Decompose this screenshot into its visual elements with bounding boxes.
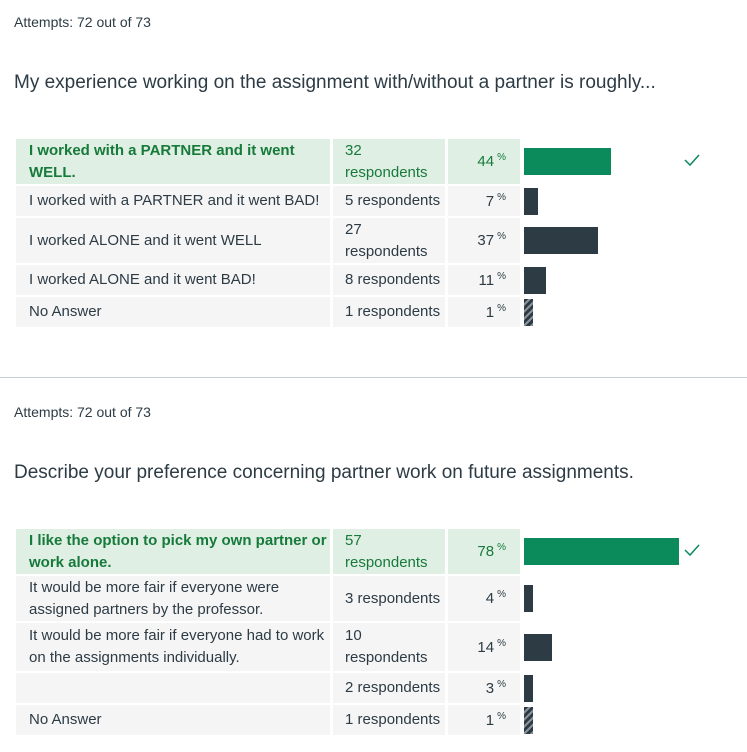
- percent-sign: %: [497, 637, 506, 649]
- question-text-q2: Describe your preference concerning part…: [14, 462, 634, 483]
- percent-value: 1%: [448, 705, 520, 735]
- answer-text: I worked ALONE and it went WELL: [16, 218, 330, 263]
- percent-number: 1: [485, 711, 495, 729]
- percent-number: 14: [477, 638, 495, 656]
- answer-bar: [524, 675, 533, 702]
- respondents-count: 5 respondents: [333, 186, 445, 216]
- check-icon: [684, 153, 700, 171]
- percent-sign: %: [497, 710, 506, 722]
- percent-value: 11%: [448, 265, 520, 295]
- respondents-count: 2 respondents: [333, 673, 445, 703]
- percent-value: 7%: [448, 186, 520, 216]
- percent-number: 1: [485, 303, 495, 321]
- percent-value: 44%: [448, 139, 520, 184]
- answer-bar: [524, 267, 546, 294]
- question-text-q1: My experience working on the assignment …: [14, 72, 656, 93]
- percent-number: 78: [477, 543, 495, 560]
- answer-text: I worked ALONE and it went BAD!: [16, 265, 330, 295]
- percent-number: 7: [485, 192, 495, 210]
- answer-text: No Answer: [16, 705, 330, 735]
- percent-sign: %: [497, 231, 506, 242]
- attempts-label-q2: Attempts: 72 out of 73: [14, 404, 151, 420]
- respondents-count: 3 respondents: [333, 576, 445, 621]
- percent-number: 4: [485, 590, 495, 607]
- attempts-label-q1: Attempts: 72 out of 73: [14, 14, 151, 30]
- answer-bar: [524, 585, 533, 612]
- percent-value: 1%: [448, 297, 520, 327]
- percent-value: 3%: [448, 673, 520, 703]
- respondents-count: 10 respondents: [333, 623, 445, 671]
- divider: [0, 377, 747, 378]
- percent-sign: %: [497, 152, 506, 163]
- answer-bar: [524, 707, 533, 734]
- answer-bar: [524, 227, 598, 254]
- percent-number: 37: [477, 232, 495, 249]
- percent-number: 44: [477, 153, 495, 170]
- percent-sign: %: [497, 191, 506, 203]
- percent-value: 4%: [448, 576, 520, 621]
- answer-bar: [524, 634, 552, 661]
- answer-text: I like the option to pick my own partner…: [16, 529, 330, 574]
- respondents-count: 8 respondents: [333, 265, 445, 295]
- percent-sign: %: [497, 270, 506, 282]
- answer-bar: [524, 299, 533, 326]
- answer-text: [16, 673, 330, 703]
- answer-text: I worked with a PARTNER and it went WELL…: [16, 139, 330, 184]
- correct-answer-bar: [524, 538, 679, 565]
- percent-sign: %: [497, 678, 506, 690]
- answer-text: No Answer: [16, 297, 330, 327]
- respondents-count: 27 respondents: [333, 218, 445, 263]
- percent-sign: %: [497, 302, 506, 314]
- percent-number: 3: [485, 679, 495, 697]
- percent-sign: %: [497, 542, 506, 553]
- respondents-count: 57 respondents: [333, 529, 445, 574]
- respondents-count: 1 respondents: [333, 705, 445, 735]
- percent-value: 14%: [448, 623, 520, 671]
- answer-bar: [524, 188, 538, 215]
- answer-text: I worked with a PARTNER and it went BAD!: [16, 186, 330, 216]
- correct-answer-bar: [524, 148, 611, 175]
- percent-value: 37%: [448, 218, 520, 263]
- respondents-count: 1 respondents: [333, 297, 445, 327]
- respondents-count: 32 respondents: [333, 139, 445, 184]
- percent-sign: %: [497, 589, 506, 600]
- percent-number: 11: [478, 271, 495, 289]
- check-icon: [684, 543, 700, 561]
- answer-text: It would be more fair if everyone had to…: [16, 623, 330, 671]
- percent-value: 78%: [448, 529, 520, 574]
- answer-text: It would be more fair if everyone were a…: [16, 576, 330, 621]
